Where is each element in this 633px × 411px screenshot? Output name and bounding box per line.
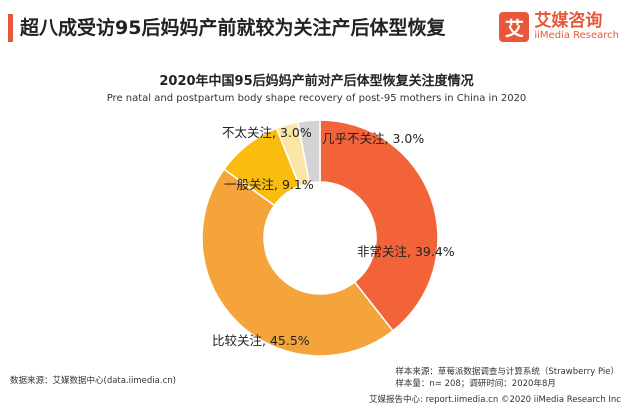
brand-logo-block: 艾 艾媒咨询 iiMedia Research: [499, 12, 619, 42]
brand-logo-icon: 艾: [499, 12, 530, 42]
chart-title: 2020年中国95后妈妈产前对产后体型恢复关注度情况: [159, 74, 474, 89]
slice-data-label: 比较关注, 45.5%: [212, 333, 310, 348]
brand-name: 艾媒咨询: [534, 10, 603, 31]
data-source-note: 数据来源：艾媒数据中心(data.iimedia.cn): [10, 376, 176, 386]
donut-slice-1: [319, 119, 439, 332]
sample-size-note: 样本量：n= 208；调研时间：2020年8月: [395, 379, 556, 389]
chart-subtitle: Pre natal and postpartum body shape reco…: [106, 93, 527, 104]
title-accent-bar: [8, 14, 13, 42]
donut-slice-5: [297, 119, 321, 184]
brand-subname: iiMedia Research: [534, 29, 619, 41]
donut-slice-2: [201, 168, 394, 357]
sample-source-note: 样本来源：草莓派数据调查与计算系统（Strawberry Pie）: [395, 367, 619, 377]
page-title: 超八成受访95后妈妈产前就较为关注产后体型恢复: [20, 17, 446, 39]
slice-data-label: 不太关注, 3.0%: [222, 125, 312, 140]
brand-text: 艾媒咨询 iiMedia Research: [534, 10, 619, 41]
sample-notes: 样本来源：草莓派数据调查与计算系统（Strawberry Pie） 样本量：n=…: [395, 366, 619, 390]
slice-data-label: 几乎不关注, 3.0%: [322, 131, 424, 146]
slice-data-label: 一般关注, 9.1%: [224, 177, 314, 192]
report-site-note: 艾媒报告中心: report.iimedia.cn ©2020 iiMedia …: [369, 395, 621, 405]
slice-data-label: 非常关注, 39.4%: [357, 244, 455, 259]
